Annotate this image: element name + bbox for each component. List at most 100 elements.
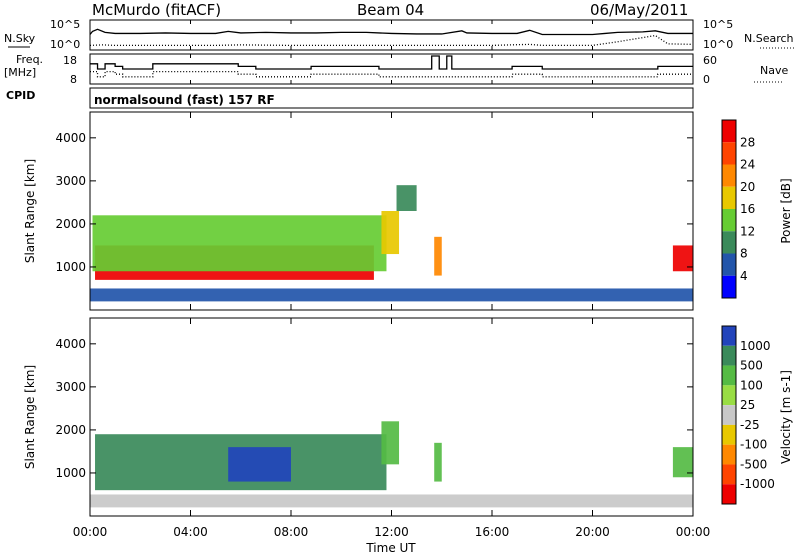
- vel-cbar-cell-7: [722, 464, 736, 485]
- vel-region-4: [672, 447, 693, 478]
- power-region-1: [92, 215, 387, 272]
- power-cbar-frame: [721, 119, 737, 299]
- power-ytick-label-0: 1000: [55, 260, 86, 274]
- vel-cbar-cell-0: [722, 326, 736, 346]
- freq-left-tick-top: 18: [63, 54, 77, 67]
- power-ytick-label-3: 4000: [55, 131, 86, 145]
- vel-cbar-tick-1: 500: [740, 359, 763, 373]
- freq-right-tick-top: 60: [703, 54, 717, 67]
- noise-left-label: N.Sky: [4, 32, 36, 45]
- vel-cbar-tick-2: 100: [740, 378, 763, 392]
- vel-cbar-cell-8: [722, 484, 736, 504]
- vel-cbar-tick-6: -500: [740, 457, 767, 471]
- time-tick-label-1: 04:00: [173, 525, 208, 539]
- power-ytick-label-1: 2000: [55, 217, 86, 231]
- vel-cbar-tick-5: -100: [740, 438, 767, 452]
- vel-region-2: [381, 421, 400, 465]
- velocity-heatmap: [90, 421, 693, 508]
- power-region-3: [434, 236, 442, 276]
- velocity-panel: 1000 2000 3000 4000 Slant Range [km] 1000 50…: [23, 317, 793, 517]
- power-cbar-cell-7: [722, 275, 736, 298]
- vel-region-3: [434, 442, 442, 482]
- time-tick-label-4: 16:00: [475, 525, 510, 539]
- noise-right-label: N.Search: [744, 32, 794, 45]
- vel-cbar-cell-4: [722, 405, 736, 425]
- power-cbar-cell-6: [722, 253, 736, 276]
- velocity-yticks: 1000 2000 3000 4000: [55, 337, 693, 480]
- time-tick-label-5: 20:00: [575, 525, 610, 539]
- freq-series-group: [90, 55, 693, 78]
- freq-right-tick-bottom: 0: [703, 73, 710, 86]
- vel-ytick-label-1: 2000: [55, 423, 86, 437]
- power-cbar-tick-1: 8: [740, 247, 748, 261]
- power-cbar-tick-3: 16: [740, 202, 755, 216]
- freq-series-1: [90, 70, 693, 78]
- freq-left-label-line1: Freq.: [16, 53, 43, 66]
- power-region-2: [381, 211, 400, 255]
- noise-right-tick-top: 10^5: [703, 18, 733, 31]
- power-cbar-tick-0: 4: [740, 269, 748, 283]
- freq-right-label: Nave: [760, 64, 788, 77]
- velocity-colorbar: 1000 500 100 25 -25 -100 -500 -1000: [721, 325, 775, 505]
- power-cbar-tick-5: 24: [740, 158, 755, 172]
- vel-cbar-tick-0: 1000: [740, 339, 771, 353]
- time-tick-label-6: 00:00: [676, 525, 711, 539]
- beam-title: Beam 04: [357, 1, 424, 19]
- vel-cbar-cell-5: [722, 424, 736, 445]
- vel-cbar-tick-3: 25: [740, 398, 755, 412]
- vel-region-5: [90, 494, 693, 508]
- frequency-panel: Freq. [MHz] 18 8 60 0 Nave: [4, 53, 788, 86]
- date-title: 06/May/2011: [590, 1, 688, 19]
- velocity-colorbar-label: Velocity [m s-1]: [779, 370, 793, 464]
- power-panel: 1000 2000 3000 4000 Slant Range [km] 4 8 12 16…: [23, 111, 793, 311]
- vel-cbar-frame: [721, 325, 737, 505]
- power-colorbar: 4 8 12 16 20 24 28: [721, 119, 755, 299]
- noise-series-1: [89, 34, 694, 47]
- cpid-label: CPID: [6, 89, 35, 102]
- power-cbar-cell-2: [722, 164, 736, 187]
- vel-cbar-cell-3: [722, 385, 736, 406]
- vel-region-1: [228, 447, 291, 482]
- power-cbar-tick-6: 28: [740, 135, 755, 149]
- power-cbar-tick-4: 20: [740, 180, 755, 194]
- vel-cbar-tick-7: -1000: [740, 477, 775, 491]
- time-axis-label: Time UT: [365, 541, 416, 554]
- power-region-6: [396, 185, 417, 211]
- freq-left-label-line2: [MHz]: [4, 66, 36, 79]
- power-yticks: 1000 2000 3000 4000: [55, 131, 693, 274]
- power-cbar-cell-5: [722, 231, 736, 254]
- cpid-panel-frame: [89, 87, 694, 109]
- freq-series-0: [90, 55, 693, 70]
- power-ytick-label-2: 3000: [55, 174, 86, 188]
- power-ylabel: Slant Range [km]: [23, 159, 37, 263]
- vel-ytick-label-3: 4000: [55, 337, 86, 351]
- power-cbar-cell-3: [722, 186, 736, 209]
- vel-cbar-cell-6: [722, 444, 736, 465]
- noise-panel: N.Sky 10^5 10^0 10^5 10^0 N.Search: [4, 18, 796, 51]
- noise-series-group: [89, 28, 694, 47]
- cpid-panel: CPID normalsound (fast) 157 RF: [6, 87, 694, 109]
- noise-series-0: [89, 28, 693, 36]
- noise-right-tick-bottom: 10^0: [703, 38, 733, 51]
- power-region-4: [672, 245, 693, 272]
- vel-cbar-cell-2: [722, 365, 736, 386]
- time-axis: 00:00 04:00 08:00 12:00 16:00 20:00 00:00: [73, 20, 711, 539]
- vel-ytick-label-2: 3000: [55, 380, 86, 394]
- power-cbar-cell-4: [722, 209, 736, 232]
- vel-cbar-cell-1: [722, 345, 736, 366]
- freq-left-tick-bottom: 8: [70, 73, 77, 86]
- noise-left-tick-top: 10^5: [50, 18, 80, 31]
- station-title: McMurdo (fitACF): [92, 1, 221, 19]
- vel-ytick-label-0: 1000: [55, 466, 86, 480]
- power-cbar-tick-2: 12: [740, 224, 755, 238]
- power-cbar-cell-0: [722, 120, 736, 143]
- time-tick-label-0: 00:00: [73, 525, 108, 539]
- velocity-ylabel: Slant Range [km]: [23, 365, 37, 469]
- time-tick-label-2: 08:00: [274, 525, 309, 539]
- noise-left-tick-bottom: 10^0: [50, 38, 80, 51]
- power-cbar-cell-1: [722, 142, 736, 165]
- power-heatmap: [90, 185, 693, 302]
- power-region-5: [90, 288, 693, 302]
- cpid-text: normalsound (fast) 157 RF: [94, 93, 275, 107]
